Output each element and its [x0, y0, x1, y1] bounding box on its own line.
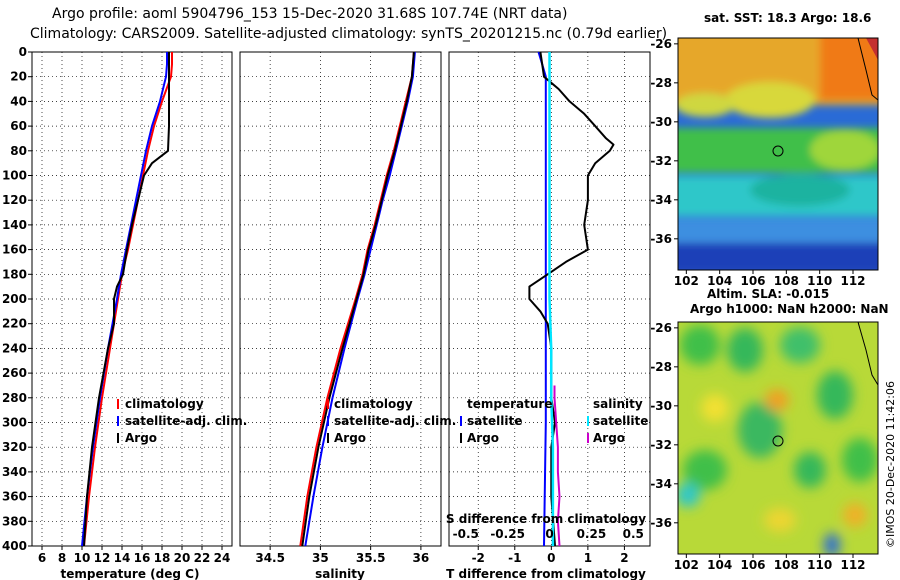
depth-tick-label: 40	[10, 94, 27, 108]
legend-label-satellite: satellite-adj. clim.	[125, 414, 247, 428]
depth-tick-label: 260	[2, 366, 27, 380]
difference-salinity-legend: salinity satellite Argo	[587, 397, 648, 445]
legend-swatch-satellite	[117, 416, 119, 426]
difference-xlabel: T difference from climatology	[446, 567, 646, 580]
legend-swatch-t-argo	[460, 433, 462, 443]
difference-temperature-legend: temperature satellite Argo	[460, 397, 552, 445]
legend-label-argo: Argo	[125, 431, 157, 445]
temperature-legend: climatology satellite-adj. clim. Argo	[117, 397, 247, 445]
depth-tick-label: 20	[10, 70, 27, 84]
depth-tick-label: 400	[2, 539, 27, 553]
legend-swatch-satellite	[327, 416, 329, 426]
series-layer	[81, 51, 615, 547]
legend-label-s-argo: Argo	[593, 431, 625, 445]
x-tick-label: 18	[154, 551, 171, 565]
tick-layer: 0204060801001201401601802002202402602803…	[2, 45, 644, 565]
legend-label-climatology: climatology	[125, 397, 204, 411]
x-tick-label: 20	[174, 551, 191, 565]
s-diff-tick-label: -0.25	[490, 527, 525, 541]
depth-tick-label: 180	[2, 267, 27, 281]
legend-swatch-argo	[327, 433, 329, 443]
title-line-2: Climatology: CARS2009. Satellite-adjuste…	[30, 26, 668, 42]
x-tick-label: -1	[508, 551, 521, 565]
legend-heading-temperature: temperature	[467, 397, 552, 411]
legend-swatch-climatology	[327, 399, 329, 409]
depth-tick-label: 240	[2, 341, 27, 355]
depth-tick-label: 360	[2, 490, 27, 504]
depth-tick-label: 320	[2, 440, 27, 454]
depth-tick-label: 120	[2, 193, 27, 207]
s-diff-tick-label: 0	[545, 527, 553, 541]
x-tick-label: 35.5	[356, 551, 386, 565]
sla-map-title-1: Altim. SLA: -0.015	[707, 287, 830, 301]
x-tick-label: 10	[74, 551, 91, 565]
difference-xlabel-top: S difference from climatology	[446, 512, 646, 526]
legend-label-t-argo: Argo	[467, 431, 499, 445]
temperature-xlabel: temperature (deg C)	[61, 567, 200, 580]
depth-tick-label: 60	[10, 119, 27, 133]
legend-label-satellite: satellite-adj. clim.	[334, 414, 456, 428]
title-line-1: Argo profile: aoml 5904796_153 15-Dec-20…	[52, 6, 568, 22]
x-tick-label: -2	[472, 551, 485, 565]
s-diff-tick-label: 0.25	[577, 527, 607, 541]
depth-tick-label: 280	[2, 391, 27, 405]
series-s-argo	[553, 385, 561, 547]
sst-map-title: sat. SST: 18.3 Argo: 18.6	[704, 11, 872, 25]
legend-swatch-argo	[117, 433, 119, 443]
depth-tick-label: 200	[2, 292, 27, 306]
x-tick-label: 8	[58, 551, 66, 565]
x-tick-label: 22	[194, 551, 211, 565]
salinity-legend: climatology satellite-adj. clim. Argo	[327, 397, 456, 445]
series-argo	[83, 52, 170, 547]
depth-tick-label: 380	[2, 514, 27, 528]
x-tick-label: 6	[38, 551, 46, 565]
x-tick-label: 36	[413, 551, 430, 565]
x-tick-label: 24	[214, 551, 231, 565]
legend-swatch-climatology	[117, 399, 119, 409]
depth-tick-label: 300	[2, 416, 27, 430]
depth-tick-label: 140	[2, 218, 27, 232]
legend-swatch-s-satellite	[587, 416, 589, 426]
sla-map-title-2: Argo h1000: NaN h2000: NaN	[690, 302, 889, 316]
legend-label-argo: Argo	[334, 431, 366, 445]
legend-label-climatology: climatology	[334, 397, 413, 411]
legend-swatch-s-argo	[587, 433, 589, 443]
series-s-satellite	[548, 52, 555, 546]
x-tick-label: 14	[114, 551, 131, 565]
x-tick-label: 16	[134, 551, 151, 565]
depth-tick-label: 220	[2, 317, 27, 331]
depth-tick-label: 160	[2, 243, 27, 257]
x-tick-label: 34.5	[255, 551, 285, 565]
salinity-xlabel: salinity	[315, 567, 365, 580]
s-diff-tick-label: 0.5	[623, 527, 644, 541]
x-tick-label: 1	[584, 551, 592, 565]
x-tick-label: 2	[620, 551, 628, 565]
legend-label-s-satellite: satellite	[593, 414, 648, 428]
x-tick-label: 35	[312, 551, 329, 565]
depth-tick-label: 80	[10, 144, 27, 158]
imos-credit: ©IMOS 20-Dec-2020 11:42:06	[884, 381, 897, 548]
legend-heading-salinity: salinity	[593, 397, 643, 411]
legend-label-t-satellite: satellite	[467, 414, 522, 428]
s-diff-tick-label: -0.5	[453, 527, 479, 541]
depth-tick-label: 100	[2, 169, 27, 183]
x-tick-label: 0	[547, 551, 555, 565]
depth-tick-label: 0	[19, 45, 27, 59]
depth-tick-label: 340	[2, 465, 27, 479]
legend-swatch-t-satellite	[460, 416, 462, 426]
x-tick-label: 12	[94, 551, 111, 565]
series-argo	[301, 51, 415, 547]
